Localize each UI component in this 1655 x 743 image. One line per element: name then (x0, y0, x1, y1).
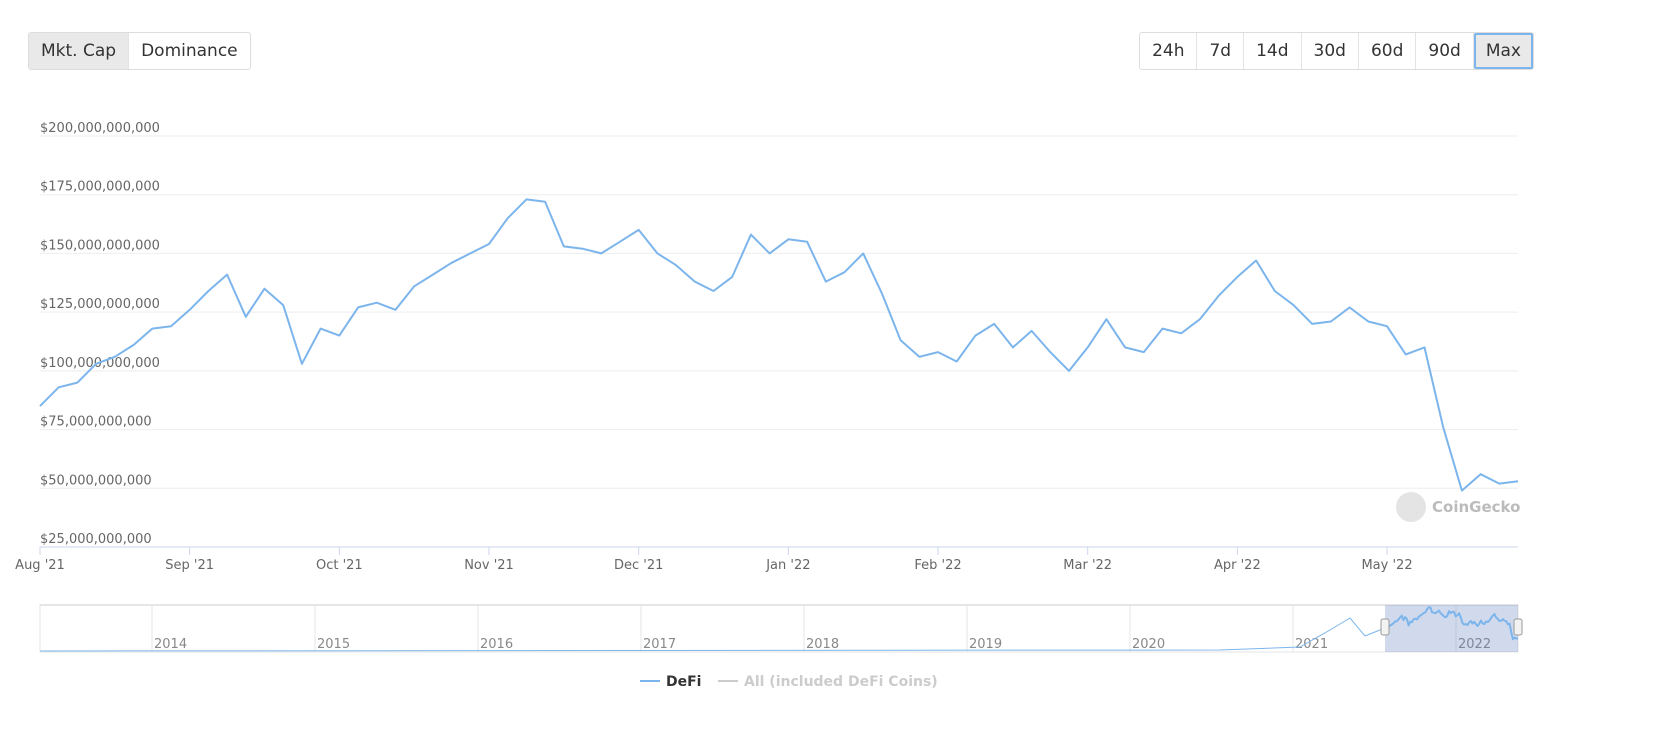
navigator-handle (1380, 618, 1390, 636)
navigator-year: 2014 (154, 637, 187, 652)
watermark: CoinGecko (1432, 498, 1520, 516)
tab-button[interactable]: Mkt. Cap (29, 33, 130, 69)
navigator-year: 2018 (806, 637, 839, 652)
range-button[interactable]: 60d (1359, 33, 1417, 69)
range-button[interactable]: 90d (1416, 33, 1474, 69)
navigator-year: 2020 (1132, 637, 1165, 652)
x-tick-label: Jan '22 (765, 558, 810, 573)
x-tick-label: Feb '22 (914, 558, 961, 573)
x-tick-label: Apr '22 (1214, 558, 1261, 573)
navigator-line (1384, 606, 1519, 641)
watermark-logo (1396, 492, 1426, 522)
range-button[interactable]: 30d (1302, 33, 1359, 69)
y-tick-label: $150,000,000,000 (40, 238, 160, 253)
x-tick-label: Dec '21 (614, 558, 663, 573)
y-tick-label: $175,000,000,000 (40, 180, 160, 195)
y-tick-label: $200,000,000,000 (40, 121, 160, 136)
y-tick-label: $75,000,000,000 (40, 415, 152, 430)
navigator-year: 2021 (1295, 637, 1328, 652)
navigator-year: 2015 (317, 637, 350, 652)
legend-label[interactable]: All (included DeFi Coins) (744, 674, 938, 690)
y-tick-label: $50,000,000,000 (40, 473, 152, 488)
navigator-year: 2019 (969, 637, 1002, 652)
range-button[interactable]: 7d (1197, 33, 1245, 69)
range-button[interactable]: 24h (1140, 33, 1198, 69)
x-tick-label: Nov '21 (464, 558, 514, 573)
navigator-handle (1513, 618, 1523, 636)
x-tick-label: Sep '21 (165, 558, 214, 573)
tab-button[interactable]: Dominance (141, 41, 238, 61)
x-tick-label: Mar '22 (1063, 558, 1112, 573)
navigator-history (39, 617, 1386, 652)
navigator-year: 2017 (643, 637, 676, 652)
range-button[interactable]: 14d (1244, 33, 1302, 69)
series-line (39, 198, 1519, 492)
metric-tabs: Mkt. Cap Dominance (28, 32, 251, 70)
x-tick-label: May '22 (1361, 558, 1412, 573)
y-tick-label: $125,000,000,000 (40, 297, 160, 312)
navigator-year: 2016 (480, 637, 513, 652)
range-button[interactable]: Max (1473, 33, 1533, 69)
legend-label[interactable]: DeFi (666, 674, 701, 690)
x-tick-label: Oct '21 (316, 558, 363, 573)
y-tick-label: $25,000,000,000 (40, 532, 152, 547)
x-tick-label: Aug '21 (15, 558, 65, 573)
navigator-year: 2022 (1458, 637, 1491, 652)
range-buttons: 24h 7d 14d 30d 60d 90d Max (1139, 32, 1534, 70)
